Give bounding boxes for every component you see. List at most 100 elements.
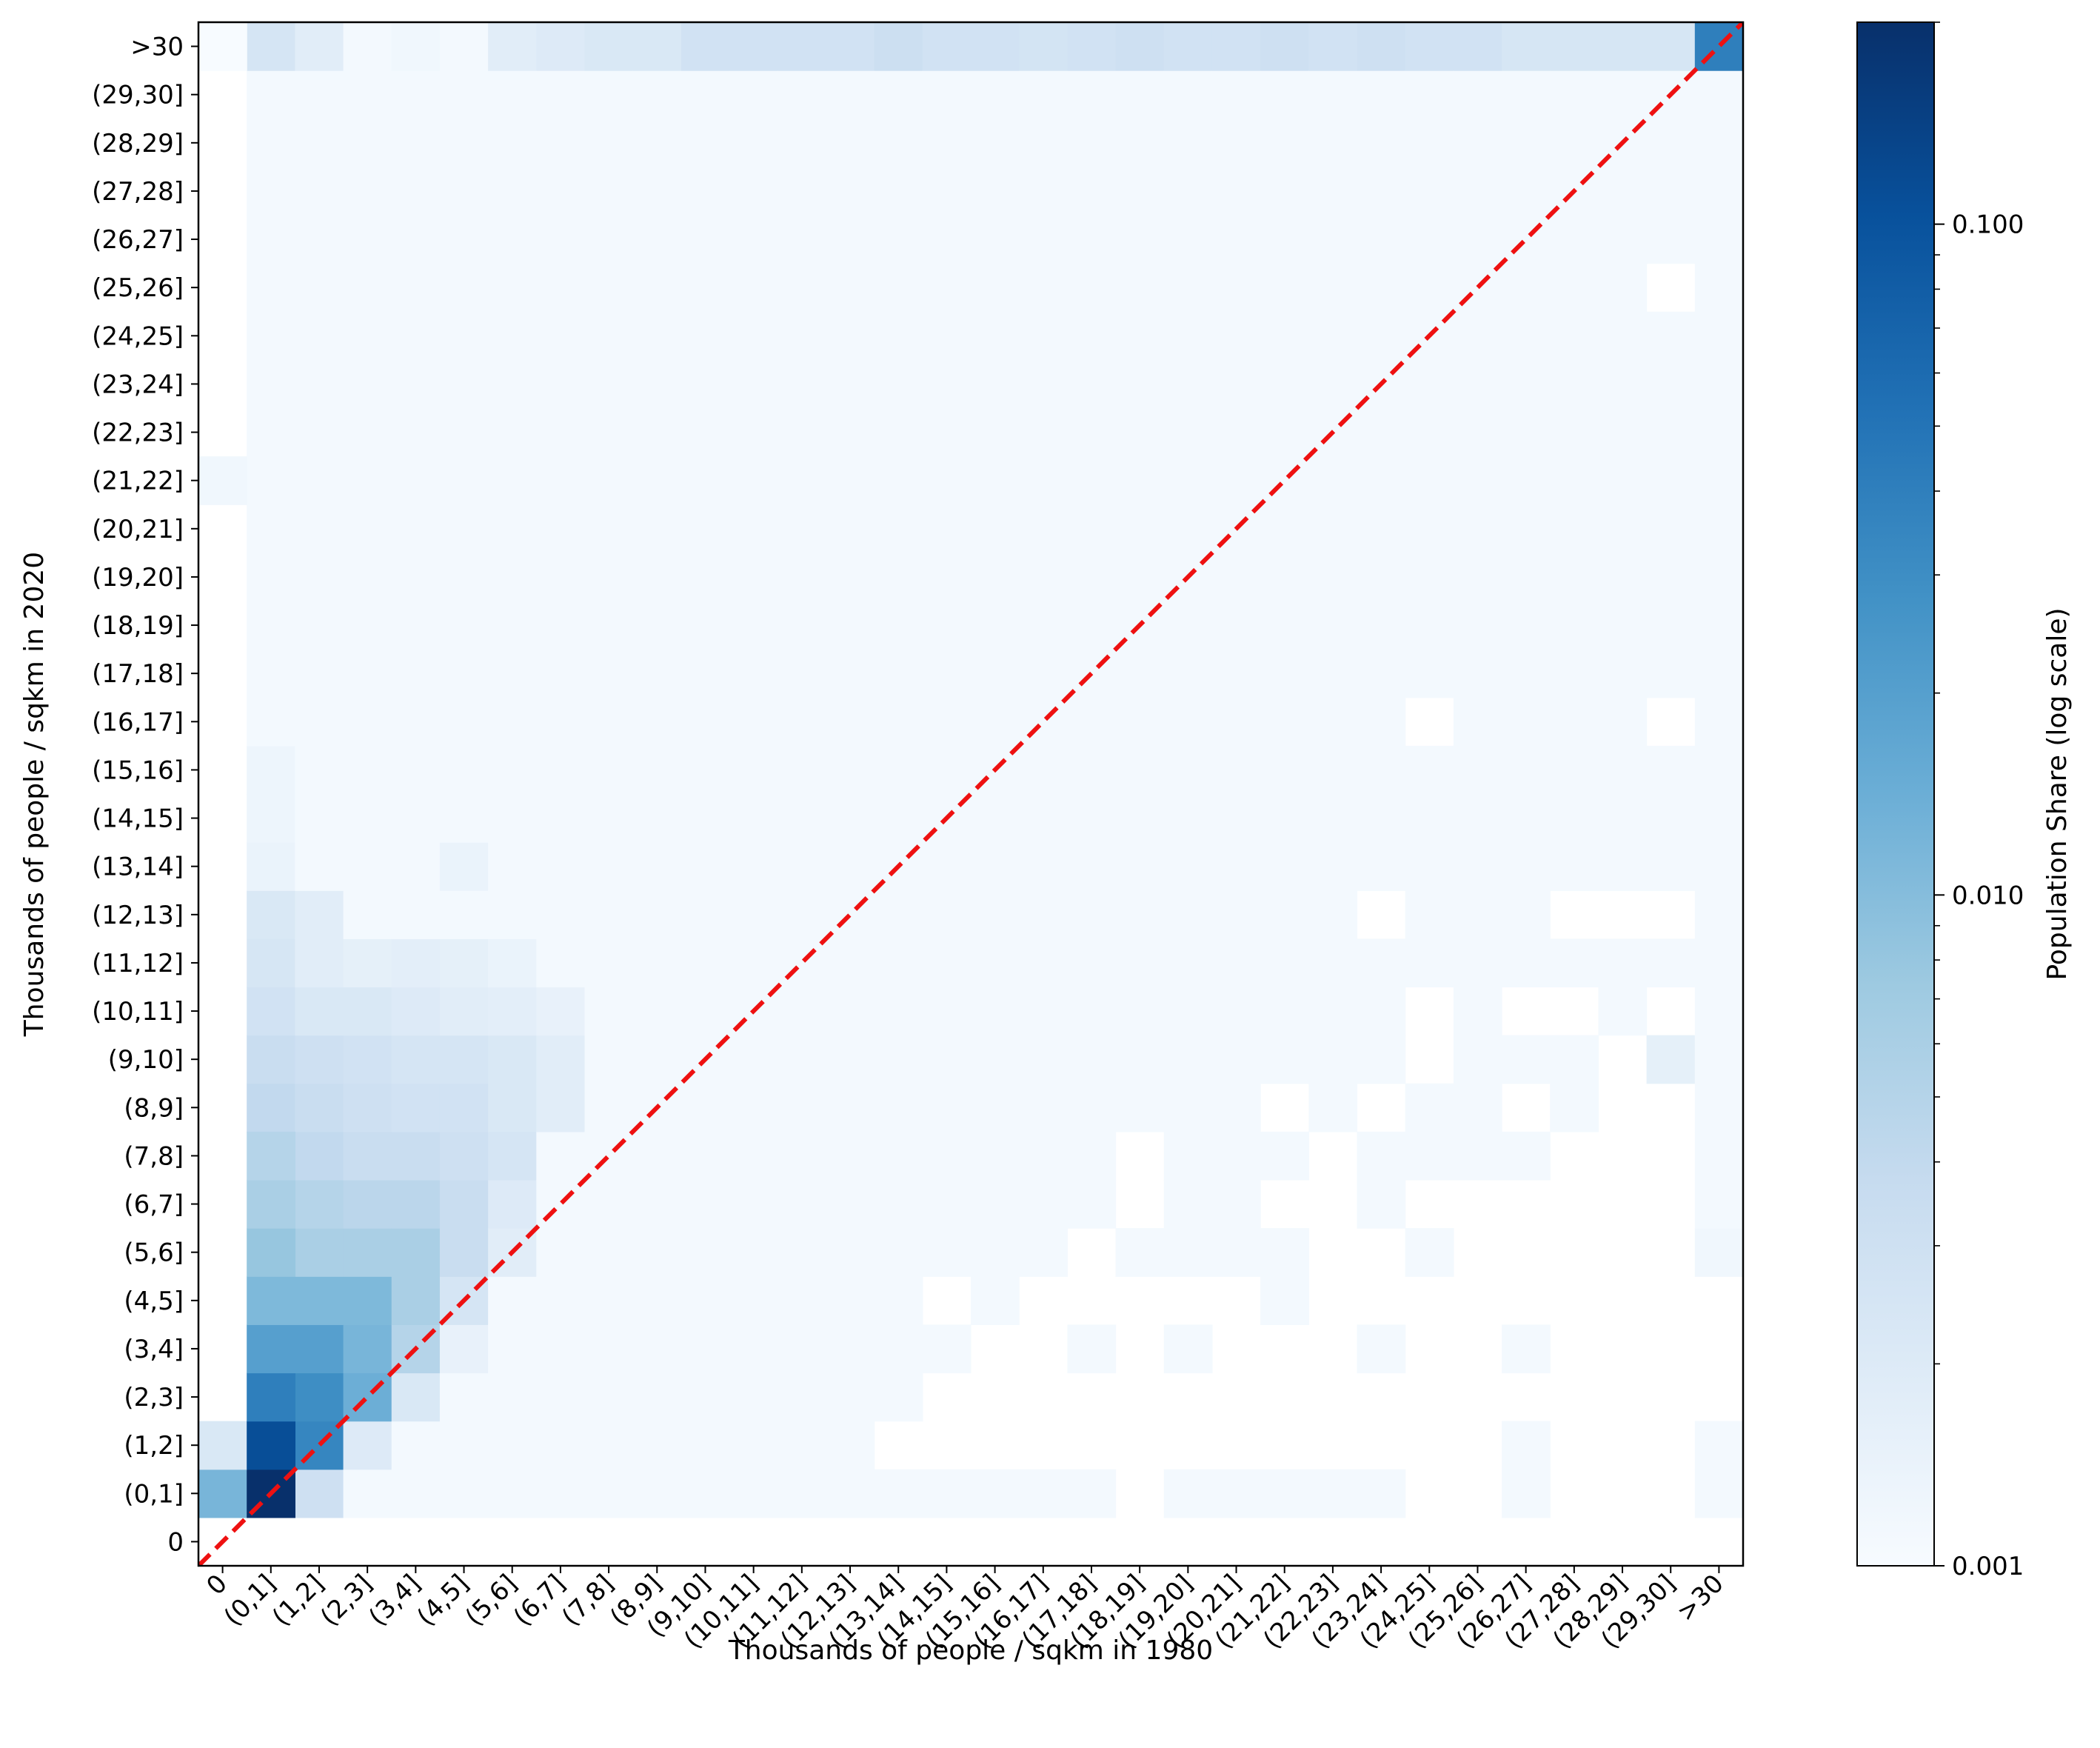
heatmap-cell (778, 1469, 827, 1518)
heatmap-cell (922, 504, 972, 553)
heatmap-cell (295, 1324, 344, 1374)
heatmap-cell (1019, 1180, 1068, 1229)
heatmap-cell (1598, 794, 1648, 843)
heatmap-cell (681, 263, 730, 313)
heatmap-cell (1453, 987, 1502, 1036)
heatmap-cell (1598, 70, 1648, 119)
heatmap-cell (439, 1421, 489, 1470)
heatmap-cell (439, 167, 489, 216)
heatmap-cell (584, 842, 634, 891)
y-tick-label: (15,16] (92, 755, 184, 785)
heatmap-cell (778, 119, 827, 167)
heatmap-cell (295, 1131, 344, 1181)
heatmap-cell (632, 311, 682, 361)
heatmap-cell (729, 359, 778, 409)
heatmap-cell (295, 1421, 344, 1470)
heatmap-cell (1357, 745, 1406, 795)
heatmap-cell (1019, 745, 1068, 795)
heatmap-cell (1502, 119, 1551, 167)
heatmap-cell (1598, 601, 1648, 650)
x-tick-label: (0,1] (218, 1569, 281, 1632)
heatmap-cell (1115, 263, 1165, 313)
x-tick-label: (4,5] (412, 1569, 475, 1632)
heatmap-cell (1260, 22, 1309, 71)
heatmap-cell (1260, 553, 1309, 602)
heatmap-cell (1405, 263, 1454, 313)
y-tick-label: (5,6] (124, 1238, 184, 1268)
heatmap-cell (391, 119, 441, 167)
heatmap-cell (439, 504, 489, 553)
heatmap-cell (729, 456, 778, 505)
heatmap-cell (681, 1421, 730, 1470)
y-tick-label: (21,22] (92, 467, 184, 496)
heatmap-cell (488, 70, 537, 119)
heatmap-cell (1019, 601, 1068, 650)
heatmap-cell (536, 22, 586, 71)
heatmap-cell (1211, 359, 1261, 409)
heatmap-cell (632, 1131, 682, 1181)
heatmap-cell (826, 1180, 875, 1229)
heatmap-cell (1067, 842, 1117, 891)
heatmap-cell (1211, 649, 1261, 698)
heatmap-cell (971, 842, 1020, 891)
heatmap-cell (632, 1276, 682, 1325)
heatmap-cell (1308, 22, 1358, 71)
heatmap-cell (874, 987, 923, 1036)
heatmap-cell (1067, 1035, 1117, 1084)
heatmap-cell (1019, 649, 1068, 698)
heatmap-cell (1357, 504, 1406, 553)
heatmap-cell (1550, 408, 1599, 457)
heatmap-cell (1405, 1083, 1454, 1132)
heatmap-cell (1067, 794, 1117, 843)
heatmap-cell (922, 987, 972, 1036)
heatmap-cell (1502, 553, 1551, 602)
heatmap-cell (922, 1469, 972, 1518)
heatmap-cell (198, 1421, 247, 1470)
heatmap-cell (488, 1131, 537, 1181)
heatmap-cell (247, 359, 295, 409)
heatmap-cell (681, 167, 730, 216)
heatmap-cell (632, 408, 682, 457)
heatmap-cell (391, 311, 441, 361)
heatmap-cell (778, 1131, 827, 1181)
heatmap-cell (1550, 119, 1599, 167)
heatmap-cell (826, 504, 875, 553)
heatmap-cell (1357, 311, 1406, 361)
heatmap-cell (198, 1469, 247, 1518)
heatmap-cell (1357, 408, 1406, 457)
heatmap-cell (488, 1083, 537, 1132)
heatmap-cell (874, 215, 923, 264)
heatmap-cell (1308, 215, 1358, 264)
heatmap-cell (439, 745, 489, 795)
heatmap-cell (874, 311, 923, 361)
heatmap-cell (1502, 1324, 1551, 1374)
heatmap-cell (826, 890, 875, 939)
heatmap-cell (1694, 456, 1744, 505)
heatmap-cell (922, 1324, 972, 1374)
heatmap-cell (295, 22, 344, 71)
heatmap-cell (1405, 456, 1454, 505)
heatmap-cell (1163, 649, 1213, 698)
heatmap-cell (922, 601, 972, 650)
heatmap-cell (826, 456, 875, 505)
heatmap-cell (1550, 938, 1599, 988)
heatmap-cell (632, 456, 682, 505)
heatmap-cell (1453, 167, 1502, 216)
heatmap-cell (826, 745, 875, 795)
heatmap-cell (1502, 1131, 1551, 1181)
heatmap-cell (1502, 408, 1551, 457)
heatmap-cell (1694, 311, 1744, 361)
heatmap-cell (681, 311, 730, 361)
heatmap-cell (1405, 408, 1454, 457)
heatmap-cell (729, 745, 778, 795)
y-tick-label: (27,28] (92, 177, 184, 207)
heatmap-cell (1357, 938, 1406, 988)
heatmap-cell (536, 167, 586, 216)
heatmap-cell (632, 1324, 682, 1374)
heatmap-cell (1163, 1324, 1213, 1374)
heatmap-cell (778, 1180, 827, 1229)
heatmap-cell (826, 1276, 875, 1325)
heatmap-cell (874, 794, 923, 843)
heatmap-cell (295, 167, 344, 216)
heatmap-cell (1598, 359, 1648, 409)
